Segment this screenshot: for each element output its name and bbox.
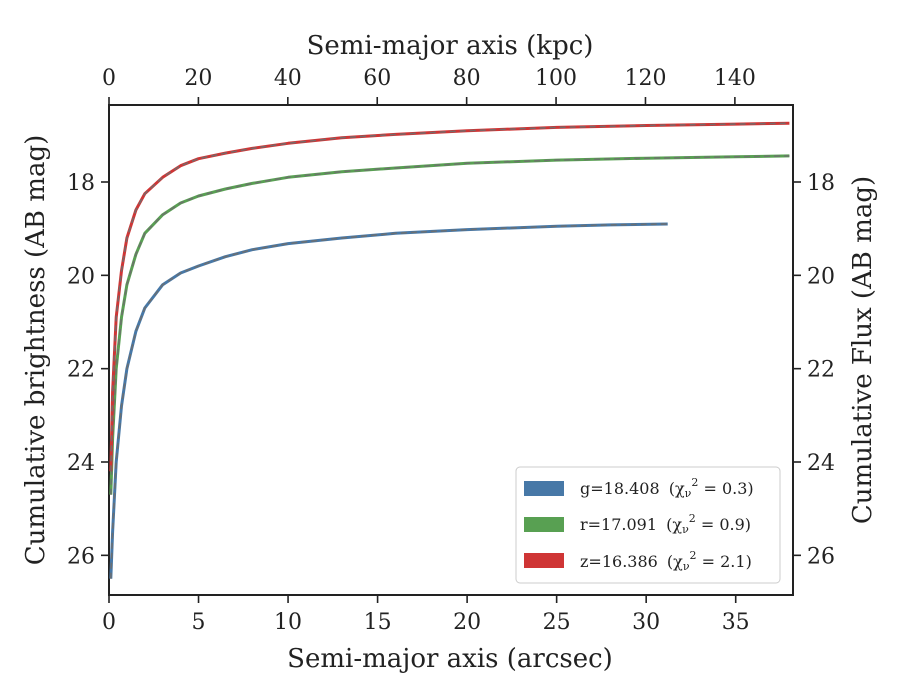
model-curve-z [110,122,790,472]
top-x-axis: 0 20 40 60 80 100 120 140 [102,66,756,105]
x-tick-label-bottom: 25 [543,610,571,635]
x-tick-label-top: 40 [274,66,302,91]
model-curve-r [110,155,790,495]
y-tick-label-right: 18 [807,171,835,196]
x-tick-label-bottom: 0 [102,610,116,635]
x-tick-label-top: 20 [184,66,212,91]
legend: g=18.408 (χν2 = 0.3) r=17.091 (χν2 = 0.9… [515,466,781,584]
x-tick-label-top: 120 [624,66,666,91]
y-tick-label-right: 24 [807,451,835,476]
y-tick-label-right: 20 [807,264,835,289]
x-tick-label-top: 60 [363,66,391,91]
x-tick-label-bottom: 5 [192,610,206,635]
x-tick-label-bottom: 35 [722,610,750,635]
y-tick-label-right: 26 [807,544,835,569]
right-y-axis-title: Cumulative Flux (AB mag) [848,176,878,524]
legend-label-g: g=18.408 (χν2 = 0.3) [580,476,754,500]
right-y-axis: 18 20 22 24 26 [793,171,835,569]
x-tick-label-bottom: 10 [274,610,302,635]
x-tick-label-bottom: 30 [632,610,660,635]
y-tick-label-left: 26 [67,544,95,569]
x-tick-label-bottom: 15 [364,610,392,635]
y-tick-label-left: 22 [67,358,95,383]
x-tick-label-top: 80 [453,66,481,91]
y-tick-label-left: 18 [67,171,95,196]
legend-box [515,466,781,584]
left-y-axis: 18 20 22 24 26 [67,171,109,569]
y-tick-label-left: 20 [67,264,95,289]
legend-swatch-r [524,517,564,532]
plot-area-frame [108,104,794,596]
x-tick-label-top: 0 [102,66,116,91]
legend-swatch-g [524,481,564,496]
curves-group [109,121,790,579]
y-tick-label-right: 22 [807,358,835,383]
bottom-x-axis: 0 5 10 15 20 25 30 35 [102,595,750,635]
legend-label-z: z=16.386 (χν2 = 2.1) [580,549,752,573]
bottom-x-axis-title: Semi-major axis (arcsec) [287,644,613,674]
y-tick-label-left: 24 [67,451,95,476]
data-curve-z [109,121,790,472]
data-curve-r [109,154,790,495]
model-curve-g [110,223,668,579]
legend-swatch-z [524,553,564,568]
left-y-axis-title: Cumulative brightness (AB mag) [21,135,51,566]
legend-label-r: r=17.091 (χν2 = 0.9) [580,512,751,536]
top-x-axis-title: Semi-major axis (kpc) [307,31,594,61]
x-tick-label-bottom: 20 [453,610,481,635]
x-tick-label-top: 140 [714,66,756,91]
x-tick-label-top: 100 [535,66,577,91]
